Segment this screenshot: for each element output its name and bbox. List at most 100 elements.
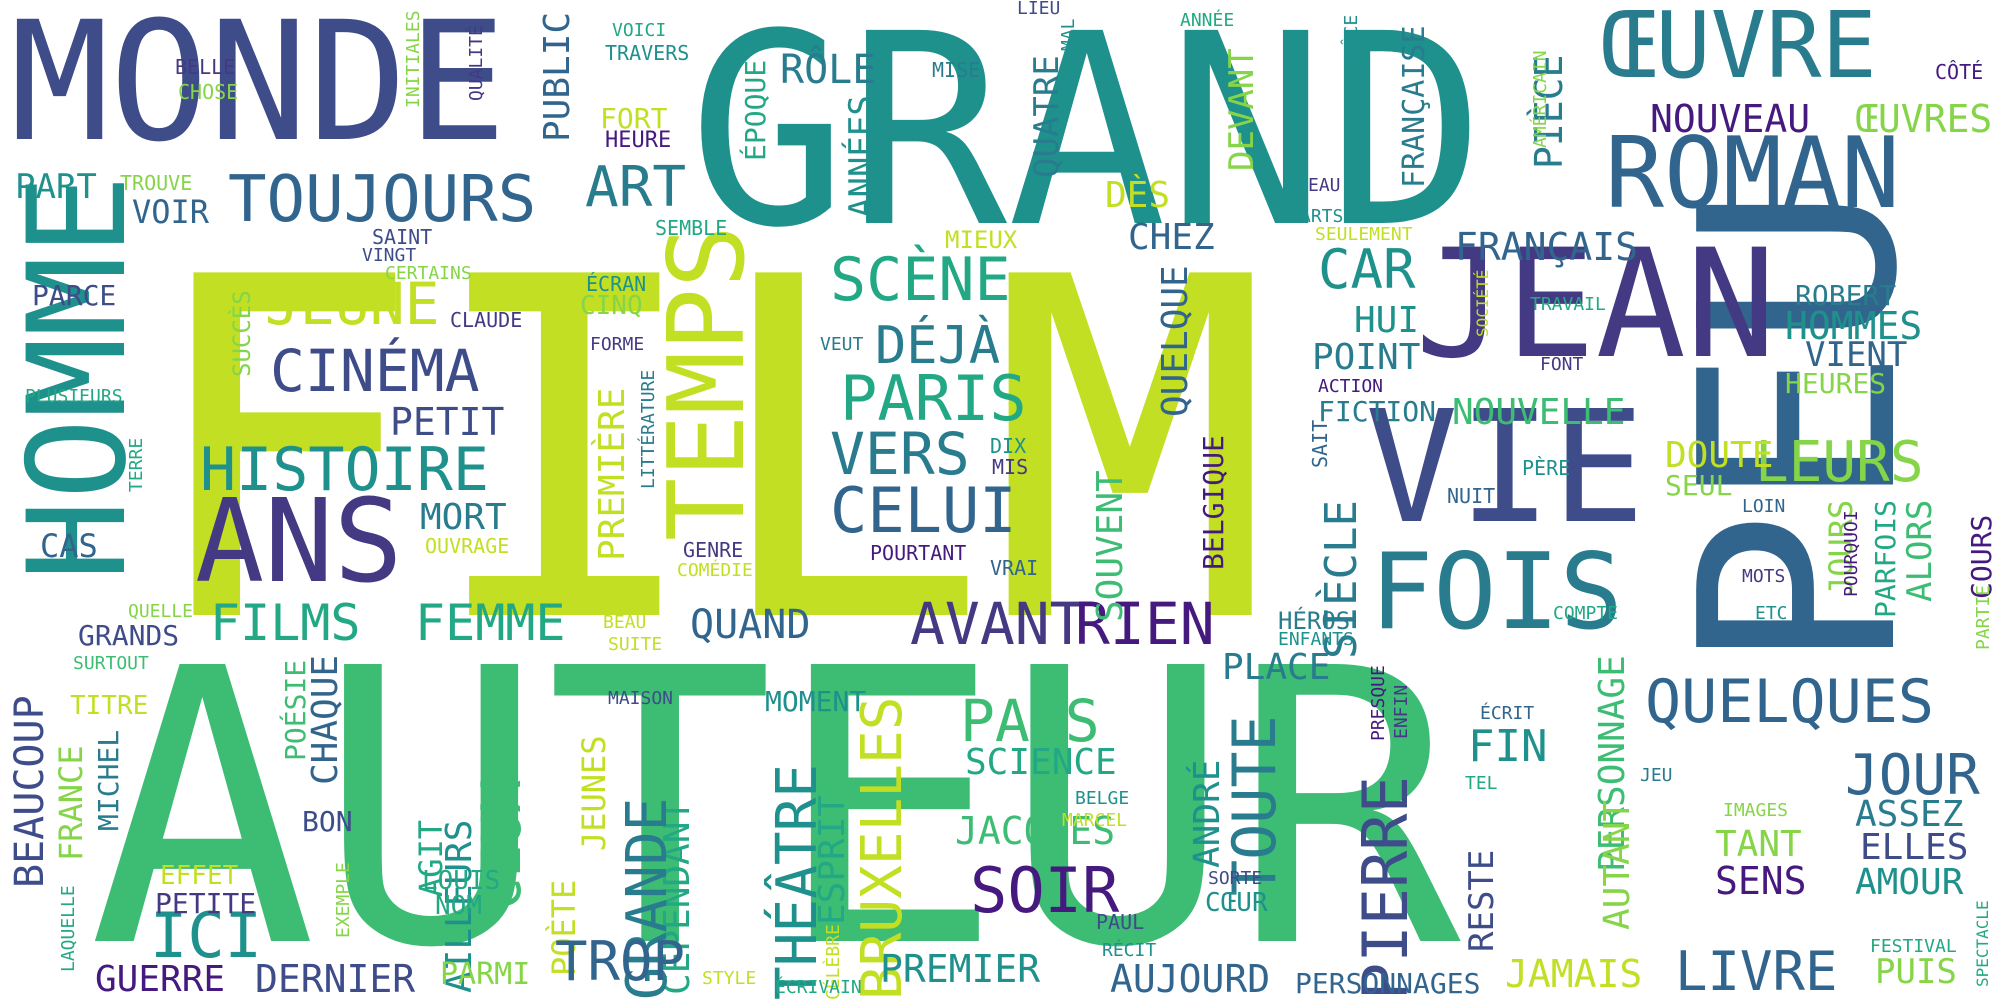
word-succes: SUCCÈS [228, 290, 256, 377]
word-leurs: LEURS [1755, 430, 1924, 495]
word-sens: SENS [1715, 859, 1807, 903]
word-vingt: VINGT [362, 245, 417, 266]
word-reste: RESTE [1462, 849, 1502, 952]
word-elles: ELLES [1860, 827, 1969, 868]
word-mis: MIS [992, 455, 1029, 479]
word-ecrit: ÉCRIT [1480, 703, 1535, 724]
word-quelques: QUELQUES [1645, 667, 1934, 737]
word-guerre: GUERRE [95, 959, 226, 1000]
word-tel: TEL [1465, 773, 1498, 794]
word-fois: FOIS [1370, 531, 1623, 653]
word-film: FILM [140, 179, 1272, 726]
word-saint: SAINT [372, 225, 433, 249]
word-sorte: SORTE [1208, 868, 1263, 889]
word-dernier: DERNIER [255, 957, 416, 1000]
word-chaque: CHAQUE [305, 654, 346, 785]
word-mise: MISE [932, 58, 981, 82]
word-ans: ANS [195, 475, 403, 609]
word-autant: AUTANT [1597, 799, 1638, 930]
word-parce: PARCE [32, 279, 117, 312]
word-des: DÈS [1105, 175, 1171, 216]
word-vie: VIE [1365, 377, 1645, 558]
word-france: FRANCE [52, 745, 90, 861]
word-travail: TRAVAIL [1530, 294, 1606, 315]
word-jeune: JEUNE [265, 270, 440, 338]
word-public: PUBLIC [537, 11, 578, 142]
word-americain: AMÉRICAIN [1530, 50, 1551, 148]
word-cas: CAS [40, 527, 98, 565]
word-point: POINT [1312, 337, 1421, 378]
word-beaucoup: BEAUCOUP [7, 695, 53, 888]
word-nouveau: NOUVEAU [1650, 97, 1811, 141]
word-premier: PREMIER [880, 947, 1041, 991]
word-parmi: PARMI [440, 957, 531, 992]
word-place: PLACE [1222, 647, 1331, 688]
word-jeu: JEU [1640, 765, 1673, 786]
word-belgique: BELGIQUE [1197, 435, 1230, 570]
word-pourtant: POURTANT [870, 541, 967, 565]
word-heure: HEURE [605, 128, 672, 153]
word-homme: HOMME [0, 174, 156, 581]
word-terre: TERRE [126, 437, 147, 492]
word-recit: RÉCIT [1102, 940, 1157, 961]
word-toujours: TOUJOURS [228, 163, 537, 237]
word-fiction: FICTION [1318, 395, 1437, 428]
word-seulement: SEULEMENT [1315, 224, 1413, 245]
word-assez: ASSEZ [1855, 794, 1964, 835]
word-hui: HUI [1354, 300, 1420, 341]
word-films: FILMS [210, 594, 361, 652]
word-moment: MOMENT [765, 685, 867, 718]
word-ecrivain: ÉCRIVAIN [775, 977, 862, 998]
word-puis: PUIS [1875, 952, 1957, 992]
word-science: SCIENCE [965, 742, 1117, 783]
word-oeuvre: ŒUVRE [1600, 0, 1877, 99]
word-sait: SAIT [1308, 419, 1332, 468]
word-avant: AVANT [910, 590, 1085, 658]
word-trop: TROP [555, 930, 686, 993]
word-ici: ICI [150, 899, 262, 972]
word-monde: MONDE [10, 0, 507, 178]
word-parfois: PARFOIS [1869, 499, 1902, 618]
word-quelle: QUELLE [128, 601, 194, 622]
word-devant: DEVANT [1222, 48, 1262, 171]
word-arts: ARTS [1300, 206, 1344, 227]
word-bon: BON [302, 805, 353, 838]
word-quatre: QUATRE [1027, 55, 1067, 178]
word-mort: MORT [420, 497, 507, 538]
word-beau: BEAU [603, 612, 647, 633]
word-festival: FESTIVAL [1870, 936, 1957, 957]
word-enfants: ENFANTS [1278, 629, 1354, 650]
word-societe: SOCIÉTÉ [1473, 269, 1492, 337]
word-genre: GENRE [683, 538, 744, 562]
word-certains: CERTAINS [385, 263, 472, 284]
word-vrai: VRAI [990, 556, 1039, 580]
word-amour: AMOUR [1855, 862, 1964, 903]
word-litterature: LITTÉRATURE [638, 369, 659, 489]
word-souvent: SOUVENT [1090, 470, 1131, 622]
word-heros: HÉROS [1278, 607, 1351, 635]
word-etc: ETC [1755, 603, 1788, 624]
word-michel: MICHEL [92, 729, 125, 831]
word-mots: MOTS [1742, 566, 1786, 587]
word-rien: RIEN [1075, 590, 1215, 658]
word-premiere: PREMIÈRE [592, 387, 633, 561]
word-andre: ANDRÉ [1187, 759, 1228, 868]
word-veut: VEUT [820, 334, 864, 355]
word-louis: LOUIS [422, 866, 501, 896]
word-poesie: POÉSIE [279, 659, 312, 761]
word-scene: SCÈNE [830, 245, 1011, 315]
word-mieux: MIEUX [945, 226, 1018, 254]
word-lieu: LIEU [1017, 0, 1061, 19]
word-partie: PARTIE [1973, 584, 1994, 650]
word-style: STYLE [702, 968, 757, 989]
word-exemple: EXEMPLE [333, 862, 354, 938]
word-images: IMAGES [1723, 800, 1789, 821]
word-robert: ROBERT [1795, 279, 1897, 312]
word-mal: MAL [1058, 18, 1079, 51]
word-car: CAR [1318, 238, 1416, 301]
word-semble: SEMBLE [655, 216, 728, 240]
word-temps: TEMPS [646, 224, 768, 541]
word-trouve: TROUVE [120, 171, 193, 195]
word-nouvelle: NOUVELLE [1452, 392, 1626, 433]
word-vers: VERS [830, 420, 970, 488]
